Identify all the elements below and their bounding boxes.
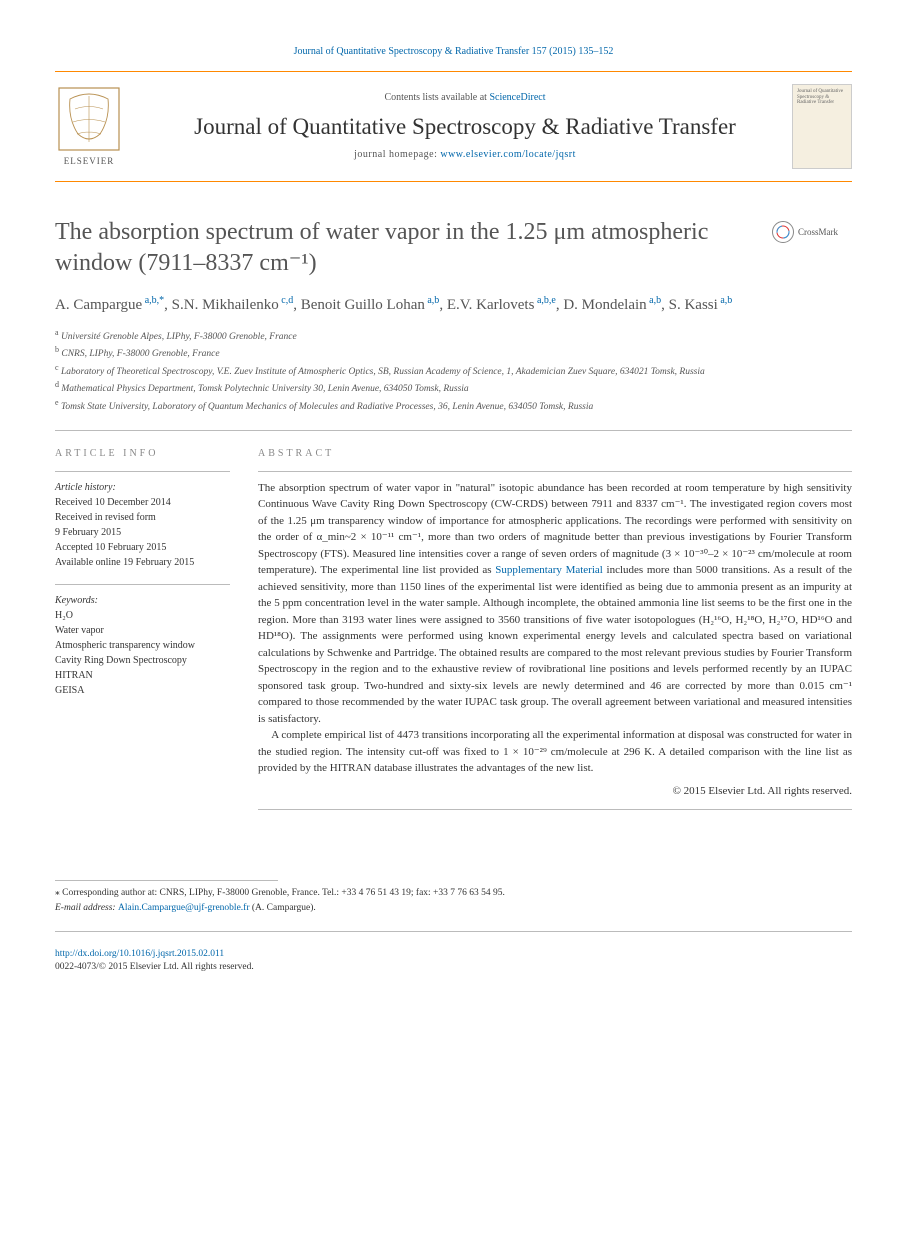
keywords: Keywords: H₂OWater vaporAtmospheric tran… bbox=[55, 593, 230, 698]
affiliation-line: c Laboratory of Theoretical Spectroscopy… bbox=[55, 362, 852, 379]
info-rule bbox=[55, 471, 230, 472]
article-footer: http://dx.doi.org/10.1016/j.jqsrt.2015.0… bbox=[55, 948, 852, 975]
doi-link[interactable]: http://dx.doi.org/10.1016/j.jqsrt.2015.0… bbox=[55, 949, 224, 959]
sciencedirect-link[interactable]: ScienceDirect bbox=[489, 92, 545, 103]
abstract-body: The absorption spectrum of water vapor i… bbox=[258, 480, 852, 800]
elsevier-logo: ELSEVIER bbox=[55, 84, 123, 169]
abstract-end-rule bbox=[258, 809, 852, 810]
journal-header: ELSEVIER Contents lists available at Sci… bbox=[55, 71, 852, 182]
abstract-heading: abstract bbox=[258, 447, 852, 461]
journal-citation: Journal of Quantitative Spectroscopy & R… bbox=[55, 45, 852, 59]
article-history: Article history: Received 10 December 20… bbox=[55, 480, 230, 570]
crossmark-badge[interactable]: CrossMark bbox=[772, 217, 852, 247]
journal-name: Journal of Quantitative Spectroscopy & R… bbox=[138, 113, 792, 141]
keyword-line: HITRAN bbox=[55, 668, 230, 683]
section-divider bbox=[55, 430, 852, 431]
homepage-link[interactable]: www.elsevier.com/locate/jqsrt bbox=[440, 149, 575, 160]
history-line: Received in revised form bbox=[55, 510, 230, 525]
keyword-line: GEISA bbox=[55, 683, 230, 698]
authors-list: A. Campargue a,b,*, S.N. Mikhailenko c,d… bbox=[55, 293, 852, 317]
footnote-separator bbox=[55, 880, 278, 881]
history-line: 9 February 2015 bbox=[55, 525, 230, 540]
affiliations-list: a Université Grenoble Alpes, LIPhy, F-38… bbox=[55, 327, 852, 414]
affiliation-line: b CNRS, LIPhy, F-38000 Grenoble, France bbox=[55, 344, 852, 361]
article-info-heading: article info bbox=[55, 447, 230, 461]
keyword-line: Cavity Ring Down Spectroscopy bbox=[55, 653, 230, 668]
corresponding-author-footnote: ⁎ Corresponding author at: CNRS, LIPhy, … bbox=[55, 886, 852, 915]
affiliation-line: d Mathematical Physics Department, Tomsk… bbox=[55, 379, 852, 396]
footer-rule bbox=[55, 931, 852, 932]
contents-available: Contents lists available at ScienceDirec… bbox=[138, 91, 792, 105]
history-line: Accepted 10 February 2015 bbox=[55, 540, 230, 555]
info-rule bbox=[55, 584, 230, 585]
journal-cover-thumbnail: Journal of Quantitative Spectroscopy & R… bbox=[792, 84, 852, 169]
crossmark-icon bbox=[772, 221, 794, 243]
journal-homepage: journal homepage: www.elsevier.com/locat… bbox=[138, 148, 792, 162]
article-title: The absorption spectrum of water vapor i… bbox=[55, 217, 752, 279]
affiliation-line: e Tomsk State University, Laboratory of … bbox=[55, 397, 852, 414]
abstract-rule bbox=[258, 471, 852, 472]
keyword-line: Atmospheric transparency window bbox=[55, 638, 230, 653]
svg-text:ELSEVIER: ELSEVIER bbox=[64, 156, 115, 166]
history-line: Received 10 December 2014 bbox=[55, 495, 230, 510]
supplementary-link[interactable]: Supplementary Material bbox=[495, 564, 603, 576]
history-line: Available online 19 February 2015 bbox=[55, 555, 230, 570]
corresponding-email-link[interactable]: Alain.Campargue@ujf-grenoble.fr bbox=[118, 903, 250, 913]
keyword-line: Water vapor bbox=[55, 623, 230, 638]
affiliation-line: a Université Grenoble Alpes, LIPhy, F-38… bbox=[55, 327, 852, 344]
abstract-copyright: © 2015 Elsevier Ltd. All rights reserved… bbox=[258, 783, 852, 800]
keyword-line: H₂O bbox=[55, 608, 230, 623]
